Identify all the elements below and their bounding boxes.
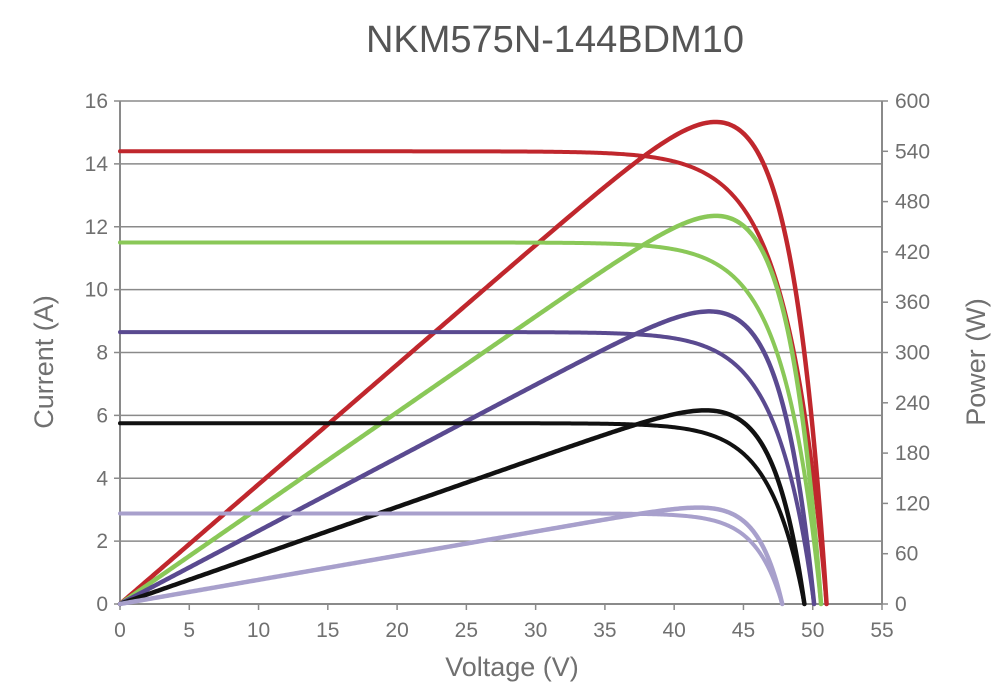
- x-tick-label: 15: [316, 619, 339, 642]
- y-right-tick-label: 120: [895, 492, 930, 515]
- x-axis-ticks: 0 5 10 15 20 25 30 35 40 45 50 55: [114, 604, 894, 642]
- x-tick-label: 10: [247, 619, 270, 642]
- grid-lines: [120, 100, 882, 605]
- y-right-tick-label: 180: [895, 442, 930, 465]
- x-tick-label: 35: [593, 619, 616, 642]
- x-tick-label: 50: [801, 619, 824, 642]
- iv-curve-5: [118, 511, 785, 606]
- y-left-tick-label: 12: [85, 216, 108, 239]
- x-tick-label: 55: [870, 619, 893, 642]
- y-right-tick-label: 600: [895, 90, 930, 113]
- pv-curve-2: [117, 213, 824, 607]
- y-left-tick-label: 2: [96, 530, 108, 553]
- y-right-tick-label: 240: [895, 392, 930, 415]
- iv-curve-4: [118, 421, 807, 606]
- x-tick-label: 45: [732, 619, 755, 642]
- y-right-tick-label: 540: [895, 140, 930, 163]
- x-tick-label: 30: [524, 619, 547, 642]
- y-right-tick-label: 60: [895, 543, 918, 566]
- y-left-axis-label: Current (A): [29, 295, 59, 429]
- y-left-tick-label: 8: [96, 342, 108, 365]
- y-right-axis-ticks: 0 60 120 180 240 300 360 420 480 540 600: [882, 90, 930, 616]
- y-right-tick-label: 0: [895, 593, 907, 616]
- pv-curve-4: [117, 408, 807, 607]
- pv-curve-5: [117, 505, 785, 607]
- y-left-tick-label: 16: [85, 90, 108, 113]
- pv-curve-3: [117, 309, 817, 607]
- y-left-tick-label: 14: [85, 153, 109, 176]
- x-axis-label: Voltage (V): [445, 652, 579, 682]
- pv-curve-1: [117, 119, 829, 607]
- y-left-tick-label: 0: [96, 593, 108, 616]
- x-tick-label: 0: [114, 619, 126, 642]
- x-tick-label: 25: [455, 619, 478, 642]
- x-tick-label: 40: [663, 619, 686, 642]
- x-tick-label: 5: [183, 619, 195, 642]
- iv-curve-3: [118, 330, 817, 606]
- x-tick-label: 20: [385, 619, 408, 642]
- y-right-tick-label: 420: [895, 241, 930, 264]
- y-left-tick-label: 6: [96, 404, 108, 427]
- y-right-tick-label: 480: [895, 191, 930, 214]
- y-right-tick-label: 300: [895, 342, 930, 365]
- iv-curve-1: [118, 149, 829, 606]
- chart-title: NKM575N-144BDM10: [366, 19, 744, 61]
- iv-curve-2: [118, 240, 824, 606]
- y-left-tick-label: 10: [85, 279, 108, 302]
- y-right-axis-label: Power (W): [961, 298, 991, 426]
- y-left-tick-label: 4: [96, 467, 108, 490]
- y-left-axis-ticks: 0 2 4 6 8 10 12 14 16: [85, 90, 120, 616]
- y-right-tick-label: 360: [895, 291, 930, 314]
- curves: [117, 119, 829, 607]
